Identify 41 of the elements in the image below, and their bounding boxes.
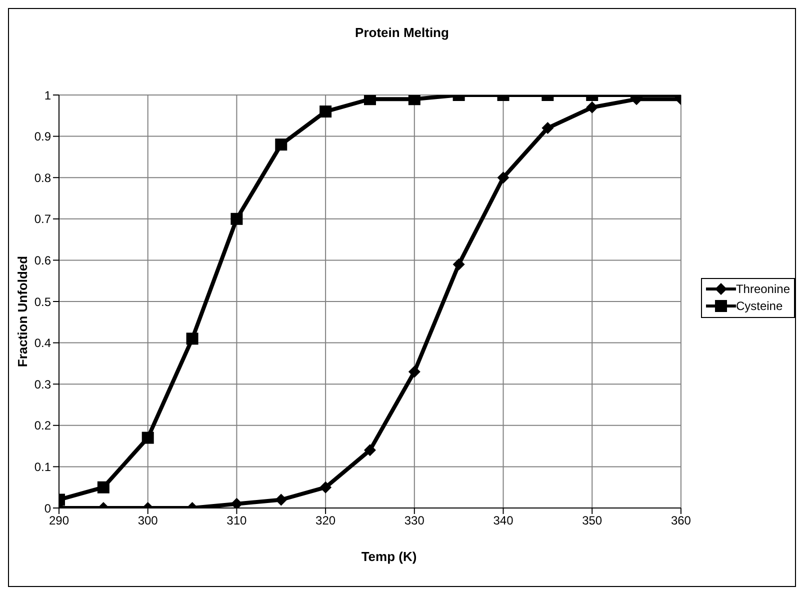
- x-tick-label: 300: [138, 514, 158, 528]
- point: [230, 212, 243, 225]
- y-tick-label: 0.3: [34, 377, 52, 392]
- y-axis-title: Fraction Unfolded: [16, 256, 30, 368]
- x-tick-label: 310: [226, 514, 248, 528]
- chart-title: Protein Melting: [354, 25, 450, 40]
- point: [97, 481, 110, 494]
- point: [408, 95, 420, 106]
- point: [320, 481, 332, 494]
- point: [186, 332, 198, 345]
- point: [230, 498, 243, 508]
- point: [275, 138, 288, 151]
- y-tick-label: 0: [44, 501, 52, 516]
- point: [320, 106, 332, 118]
- legend-label: Threonine: [736, 282, 790, 296]
- x-tick-label: 350: [582, 514, 602, 528]
- point: [142, 432, 154, 444]
- y-tick-label: 0.6: [34, 253, 52, 268]
- point: [497, 172, 510, 184]
- point: [408, 366, 420, 378]
- y-tick-label: 0.8: [34, 170, 52, 185]
- x-tick-label: 290: [48, 514, 70, 528]
- x-tick-label: 320: [316, 514, 336, 528]
- x-axis-title: Temp (K): [360, 549, 418, 564]
- point: [586, 101, 598, 114]
- point: [364, 444, 376, 456]
- point: [542, 122, 554, 134]
- y-tick-label: 0.7: [34, 212, 52, 226]
- y-tick-label: 0.5: [34, 294, 52, 309]
- y-tick-label: 0.9: [34, 130, 52, 144]
- x-tick-label: 330: [404, 514, 425, 528]
- point: [275, 494, 288, 506]
- x-tick-label: 360: [670, 514, 692, 528]
- point: [452, 258, 465, 270]
- x-tick-label: 340: [493, 514, 514, 528]
- point: [364, 95, 376, 106]
- y-tick-label: 0.2: [34, 418, 52, 433]
- y-tick-label: 0.1: [34, 460, 52, 474]
- y-tick-label: 1: [44, 88, 52, 102]
- legend-label: Cysteine: [736, 299, 783, 313]
- y-tick-label: 0.4: [34, 336, 52, 350]
